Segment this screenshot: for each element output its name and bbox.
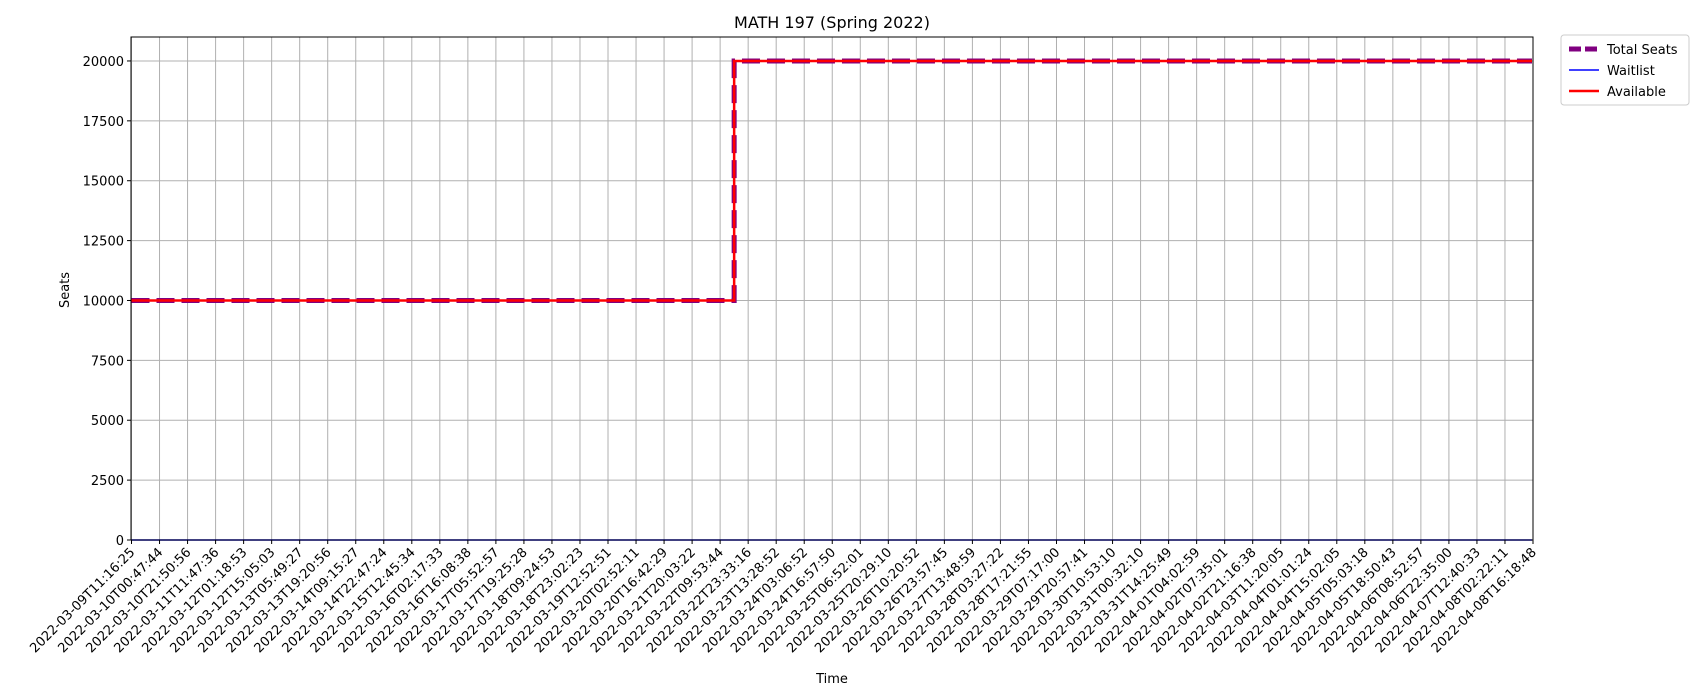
y-tick-label: 15000	[83, 175, 124, 190]
y-tick-label: 5000	[91, 414, 124, 429]
y-tick-label: 10000	[83, 294, 124, 309]
chart-title: MATH 197 (Spring 2022)	[734, 13, 930, 32]
legend-label: Available	[1607, 85, 1666, 100]
y-tick-label: 0	[116, 534, 124, 549]
legend-label: Waitlist	[1607, 64, 1655, 79]
y-tick-label: 17500	[83, 115, 124, 130]
legend-label: Total Seats	[1606, 43, 1678, 58]
grid	[131, 37, 1534, 541]
y-axis-ticks: 0 2500 5000 7500 10000 12500 15000 17500 20000	[83, 55, 131, 549]
y-axis-label: Seats	[58, 272, 73, 308]
legend: Total Seats Waitlist Available	[1560, 34, 1690, 106]
x-axis-ticks: 2022-03-09T11:16:252022-03-10T00:47:4420…	[27, 540, 1540, 656]
y-tick-label: 2500	[91, 474, 124, 489]
y-tick-label: 20000	[83, 55, 124, 70]
legend-box	[1560, 34, 1690, 106]
y-tick-label: 7500	[91, 354, 124, 369]
series-line-available	[131, 59, 1532, 302]
y-tick-label: 12500	[83, 235, 124, 250]
x-axis-label: Time	[815, 672, 848, 687]
